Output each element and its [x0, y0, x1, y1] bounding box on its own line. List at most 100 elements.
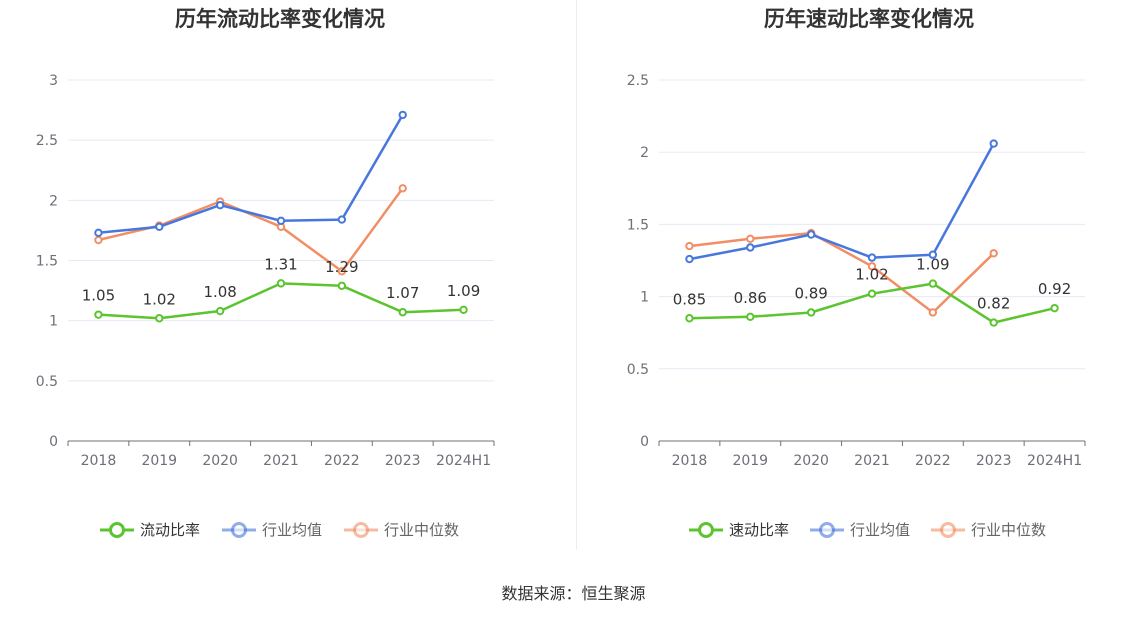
data-point-avg	[215, 200, 225, 210]
data-point-main	[928, 279, 938, 288]
y-tick-label: 3	[49, 73, 58, 89]
data-point-main	[398, 308, 407, 317]
data-point-median	[94, 235, 103, 245]
y-tick-label: 0	[49, 434, 58, 450]
data-label: 0.92	[1038, 280, 1071, 298]
data-point-avg	[337, 215, 347, 224]
chart-title: 历年速动比率变化情况	[764, 7, 974, 31]
legend-label: 行业中位数	[971, 521, 1046, 539]
legend-item-avg: 行业均值	[810, 521, 910, 539]
data-label: 1.09	[447, 282, 480, 300]
chart-current-ratio: 历年流动比率变化情况 0 0.5 1 1.5 2 2.5 3 2018 2019 2020 2021 2…	[36, 7, 495, 539]
data-point-median	[928, 308, 938, 317]
legend-label: 行业均值	[262, 521, 322, 539]
legend-label: 行业均值	[850, 521, 910, 539]
data-label: 0.82	[977, 295, 1010, 313]
legend-marker	[231, 522, 247, 538]
data-label: 0.85	[673, 290, 706, 308]
data-label: 0.89	[794, 284, 827, 302]
data-point-main	[867, 289, 877, 298]
x-tick-label: 2019	[732, 453, 768, 469]
y-tick-label: 2	[49, 193, 58, 209]
legend-marker	[940, 522, 956, 538]
data-point-avg	[867, 253, 877, 262]
chart-panel-quick-ratio: 历年速动比率变化情况 0 0.5 1 1.5 2 2.5 2018 2019 2020 2021 20…	[577, 0, 1147, 560]
legend-marker	[353, 522, 369, 538]
y-tick-label: 0.5	[627, 362, 649, 378]
data-point-main	[94, 310, 103, 319]
x-tick-label: 2018	[81, 453, 117, 469]
series-line-avg	[689, 142, 995, 261]
data-point-avg	[398, 110, 407, 120]
data-label: 1.02	[855, 266, 888, 284]
x-tick-label: 2023	[385, 453, 421, 469]
y-tick-label: 0	[640, 434, 649, 450]
data-point-main	[276, 279, 286, 288]
data-point-main	[685, 314, 694, 323]
series-line-avg	[98, 114, 404, 235]
data-point-main	[1050, 303, 1059, 313]
x-tick-label: 2024H1	[1027, 453, 1082, 469]
data-point-median	[685, 241, 694, 251]
data-point-median	[398, 184, 407, 193]
y-tick-label: 2	[640, 145, 649, 161]
legend-marker	[819, 522, 835, 538]
x-tick-label: 2022	[915, 453, 951, 469]
legend-item-median: 行业中位数	[931, 521, 1046, 539]
y-tick-label: 1.5	[627, 217, 649, 233]
panel-divider	[576, 0, 577, 550]
data-point-median	[746, 234, 755, 244]
data-source-note: 数据来源：恒生聚源	[501, 584, 646, 603]
data-label: 1.05	[82, 287, 115, 305]
data-point-main	[155, 314, 164, 323]
data-point-avg	[685, 254, 694, 264]
legend-label: 流动比率	[140, 521, 200, 539]
data-point-avg	[989, 139, 998, 148]
data-point-avg	[806, 230, 816, 239]
x-tick-label: 2021	[263, 453, 299, 469]
y-tick-label: 1	[49, 314, 58, 330]
data-point-avg	[155, 222, 164, 232]
data-label: 1.31	[264, 255, 297, 273]
y-tick-label: 2.5	[36, 133, 58, 149]
data-point-median	[989, 249, 998, 258]
data-point-median	[337, 267, 347, 276]
y-tick-label: 0.5	[36, 374, 58, 390]
chart-panel-current-ratio: 历年流动比率变化情况 0 0.5 1 1.5 2 2.5 3 2018 2019 2020 2021 2…	[0, 0, 573, 560]
x-tick-label: 2021	[854, 453, 890, 469]
data-label: 1.09	[916, 256, 949, 274]
data-point-main	[746, 312, 755, 322]
data-point-main	[806, 308, 816, 317]
x-tick-label: 2024H1	[436, 453, 491, 469]
legend-marker	[698, 522, 714, 538]
legend-marker	[109, 522, 125, 538]
y-tick-label: 1.5	[36, 254, 58, 270]
x-tick-label: 2020	[202, 453, 238, 469]
x-tick-label: 2019	[141, 453, 177, 469]
data-label: 1.29	[325, 258, 358, 276]
legend-item-median: 行业中位数	[344, 521, 459, 539]
data-label: 1.02	[143, 290, 176, 308]
y-tick-label: 2.5	[627, 73, 649, 89]
data-label: 1.07	[386, 284, 419, 302]
data-point-median	[867, 262, 877, 271]
chart-title: 历年流动比率变化情况	[175, 7, 385, 31]
legend-item-avg: 行业均值	[222, 521, 322, 539]
y-tick-label: 1	[640, 290, 649, 306]
data-point-main	[215, 306, 225, 316]
legend-label: 行业中位数	[384, 521, 459, 539]
data-point-main	[989, 318, 998, 327]
x-tick-label: 2020	[793, 453, 829, 469]
series-line-median	[689, 231, 995, 314]
data-label: 1.08	[203, 283, 236, 301]
x-tick-label: 2022	[324, 453, 360, 469]
data-point-avg	[746, 243, 755, 252]
data-point-avg	[94, 228, 103, 238]
legend-item-main: 速动比率	[689, 521, 789, 539]
data-point-main	[337, 281, 347, 290]
chart-quick-ratio: 历年速动比率变化情况 0 0.5 1 1.5 2 2.5 2018 2019 2020 2021 20…	[627, 7, 1086, 539]
data-label: 0.86	[734, 289, 767, 307]
x-tick-label: 2018	[672, 453, 708, 469]
x-tick-label: 2023	[976, 453, 1012, 469]
legend-label: 速动比率	[729, 521, 789, 539]
